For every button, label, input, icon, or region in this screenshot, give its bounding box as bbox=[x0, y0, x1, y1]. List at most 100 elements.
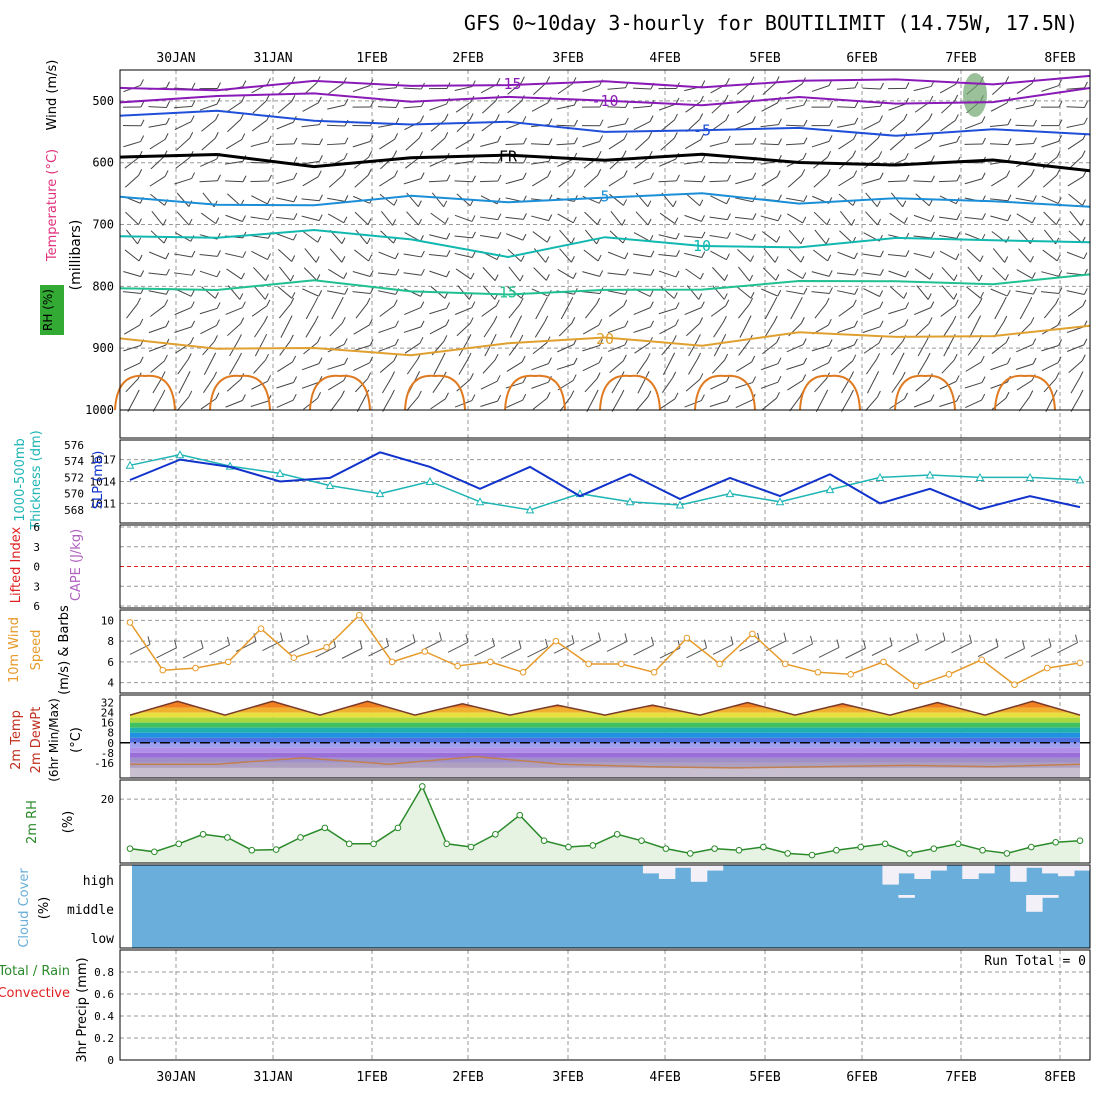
barb-2-3 bbox=[201, 119, 216, 132]
barb-flag-15-30 bbox=[900, 352, 905, 359]
barb-16-27 bbox=[814, 378, 827, 393]
barb-flag-11-31 bbox=[927, 293, 932, 300]
barb-3-22 bbox=[684, 139, 702, 150]
barb-flag-15-5 bbox=[265, 353, 269, 361]
barb-5-4 bbox=[224, 180, 244, 183]
barb-flag-10-13 bbox=[470, 272, 475, 280]
barb-13-9 bbox=[353, 324, 370, 335]
barb-17-10 bbox=[382, 395, 392, 412]
barb-flag-6-2 bbox=[188, 200, 193, 207]
wind-speed-marker-17 bbox=[683, 634, 691, 642]
barb-flag-10-19 bbox=[624, 268, 629, 276]
barb-17-35 bbox=[1018, 396, 1031, 412]
barb-flag-10-10 bbox=[395, 268, 400, 276]
barb-flag-14-22 bbox=[696, 334, 701, 341]
barb-14-16 bbox=[532, 342, 548, 355]
thickness-ytick-570: 570 bbox=[64, 488, 84, 501]
wind-speed-marker-18 bbox=[716, 660, 723, 668]
barb-16-25 bbox=[760, 381, 779, 389]
barb-flag-1-4 bbox=[241, 95, 245, 103]
barb-13-17 bbox=[558, 322, 573, 337]
barb-flag-3-4 bbox=[241, 133, 246, 140]
barb-flag-14-15 bbox=[519, 334, 524, 342]
barb-flag-15-0 bbox=[139, 356, 144, 364]
upper-label-rh: RH (%) bbox=[41, 289, 55, 331]
barb-1-28 bbox=[836, 106, 856, 108]
barb-12-21 bbox=[658, 307, 677, 315]
barb-flag-10-3 bbox=[216, 270, 221, 278]
rh-marker-3 bbox=[199, 830, 207, 838]
rh-marker-12 bbox=[419, 783, 426, 790]
wind-barb-flag-8 bbox=[359, 640, 363, 649]
barb-16-37 bbox=[1070, 377, 1081, 394]
rh-shading bbox=[963, 73, 987, 117]
barb-11-35 bbox=[1015, 290, 1034, 295]
barb-flag-16-15 bbox=[522, 376, 527, 383]
barb-flag-7-25 bbox=[777, 214, 782, 221]
barb-flag-14-34 bbox=[1005, 336, 1010, 343]
barb-10-26 bbox=[786, 269, 804, 279]
rh-marker-2 bbox=[175, 840, 183, 848]
barb-4-0 bbox=[124, 156, 140, 169]
barb-flag-12-22 bbox=[700, 301, 705, 308]
wind-speed-marker-4 bbox=[257, 625, 265, 632]
barb-flag-8-6 bbox=[292, 233, 297, 241]
barb-6-12 bbox=[431, 192, 445, 208]
barb-flag-12-21 bbox=[675, 302, 680, 309]
barb-flag-5-9 bbox=[367, 169, 372, 176]
barb-9-7 bbox=[304, 248, 317, 263]
barb-flag-13-12 bbox=[445, 319, 450, 326]
barb-flag-0-16 bbox=[546, 76, 551, 83]
barb-flag-14-25 bbox=[776, 336, 781, 343]
barb-12-25 bbox=[764, 302, 775, 320]
wind-speed-marker-15 bbox=[618, 660, 625, 668]
barb-flag-8-27 bbox=[825, 237, 830, 245]
barb-flag-2-1 bbox=[165, 117, 170, 125]
barb-flag-2-23 bbox=[725, 114, 730, 121]
barb-5-22 bbox=[683, 180, 703, 183]
barb-11-37 bbox=[1066, 290, 1085, 295]
barb-17-0 bbox=[127, 395, 137, 413]
barb-11-36 bbox=[1040, 291, 1060, 294]
barb-flag-9-23 bbox=[726, 253, 730, 260]
barb-flag-10-4 bbox=[241, 272, 245, 280]
barb-flag-1-2 bbox=[191, 100, 196, 107]
barb-0-11 bbox=[403, 87, 422, 90]
barb-17-25 bbox=[762, 397, 777, 410]
barb-7-31 bbox=[913, 214, 932, 222]
barb-5-27 bbox=[813, 174, 828, 188]
barb-flag-7-9 bbox=[367, 218, 372, 225]
barb-13-19 bbox=[607, 326, 626, 334]
barb-14-32 bbox=[943, 339, 953, 357]
barb-7-1 bbox=[151, 211, 164, 226]
barb-17-11 bbox=[406, 396, 419, 412]
barb-flag-9-33 bbox=[979, 255, 984, 262]
barb-16-18 bbox=[584, 378, 598, 393]
date-label-top-2: 1FEB bbox=[356, 51, 387, 66]
wind-barb-flag-9 bbox=[386, 637, 389, 647]
barb-flag-5-19 bbox=[623, 170, 628, 177]
barb-flag-15-20 bbox=[646, 353, 651, 360]
barb-3-34 bbox=[989, 143, 1009, 146]
barb-flag-17-11 bbox=[417, 390, 422, 398]
barb-flag-13-9 bbox=[368, 318, 373, 326]
isotherm-label-10: 10 bbox=[693, 237, 711, 255]
barb-flag-10-30 bbox=[905, 270, 909, 278]
barb-flag-3-10 bbox=[394, 133, 399, 140]
barb-flag-5-7 bbox=[317, 170, 322, 177]
barb-flag-3-32 bbox=[956, 135, 961, 143]
barb-flag-1-0 bbox=[140, 100, 145, 108]
barb-flag-0-15 bbox=[520, 76, 525, 83]
isotherm-20 bbox=[119, 324, 1091, 357]
barb-6-22 bbox=[685, 193, 701, 207]
barb-flag-2-21 bbox=[674, 113, 678, 121]
barb-10-16 bbox=[533, 267, 547, 281]
barb-1-24 bbox=[736, 100, 752, 114]
barb-10-29 bbox=[862, 272, 881, 276]
thickness-marker-3 bbox=[275, 468, 285, 477]
barb-flag-11-3 bbox=[214, 292, 219, 299]
barb-flag-13-24 bbox=[747, 315, 752, 322]
barb-flag-15-33 bbox=[980, 355, 985, 363]
barb-flag-9-35 bbox=[1030, 255, 1034, 263]
barb-flag-7-12 bbox=[444, 217, 449, 224]
